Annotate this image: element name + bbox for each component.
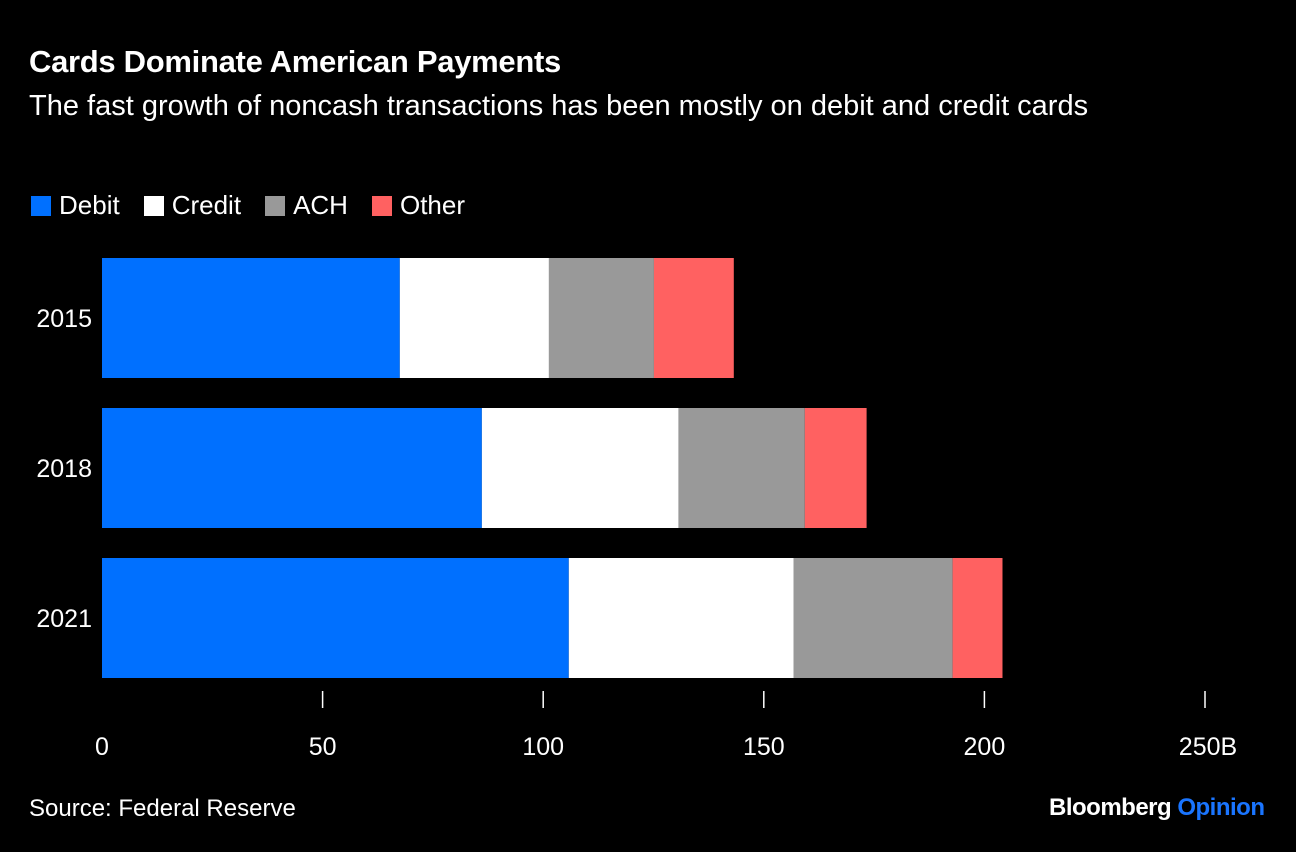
bar-ach-2018	[678, 408, 805, 528]
y-tick-label: 2015	[36, 305, 92, 333]
source-note: Source: Federal Reserve	[29, 795, 296, 822]
legend-item-debit: Debit	[31, 190, 120, 221]
legend: Debit Credit ACH Other	[31, 190, 465, 221]
x-tick-label: 0	[95, 733, 109, 761]
legend-label: ACH	[293, 190, 348, 220]
legend-item-credit: Credit	[143, 190, 242, 221]
y-tick-label: 2021	[36, 605, 92, 633]
legend-label: Other	[399, 190, 465, 220]
bar-credit-2018	[481, 408, 679, 528]
chart-title: Cards Dominate American Payments	[29, 44, 561, 79]
bar-credit-2015	[399, 258, 549, 378]
x-tick-label: 50	[309, 733, 337, 761]
x-tick-label: 250B	[1179, 733, 1237, 761]
legend-label: Credit	[171, 190, 242, 220]
bar-other-2021	[952, 558, 1003, 678]
bar-debit-2021	[102, 558, 569, 678]
legend-swatch-credit	[143, 195, 164, 216]
x-tick-label: 150	[743, 733, 785, 761]
chart-subtitle: The fast growth of noncash transactions …	[29, 90, 1089, 122]
bar-other-2018	[804, 408, 867, 528]
x-tick-label: 100	[522, 733, 564, 761]
legend-swatch-ach	[265, 195, 286, 216]
bar-debit-2018	[102, 408, 482, 528]
bar-ach-2021	[793, 558, 953, 678]
logo-brand: Bloomberg	[1049, 794, 1172, 821]
legend-item-ach: ACH	[265, 190, 348, 221]
bar-ach-2015	[548, 258, 654, 378]
bar-debit-2015	[102, 258, 400, 378]
legend-swatch-other	[371, 195, 392, 216]
y-tick-label: 2018	[36, 455, 92, 483]
bloomberg-opinion-logo: Bloomberg Opinion	[1049, 794, 1265, 822]
legend-label: Debit	[59, 190, 120, 220]
legend-swatch-debit	[31, 195, 51, 216]
bar-other-2015	[653, 258, 734, 378]
logo-accent: Opinion	[1177, 794, 1265, 821]
x-tick-label: 200	[964, 733, 1006, 761]
bar-credit-2021	[568, 558, 794, 678]
legend-item-other: Other	[371, 190, 465, 221]
